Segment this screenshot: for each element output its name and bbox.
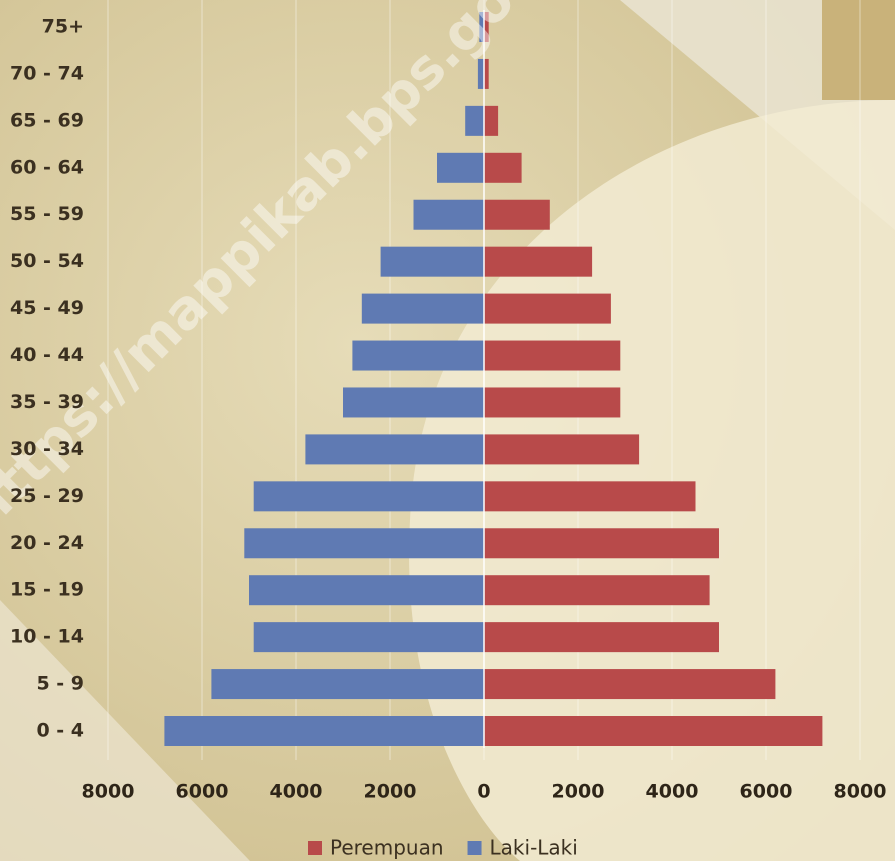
bar (484, 200, 550, 230)
x-tick-label: 0 (477, 781, 490, 803)
bar (254, 481, 484, 511)
y-tick-label: 60 - 64 (10, 156, 84, 178)
bar (484, 434, 639, 464)
y-tick-label: 15 - 19 (10, 579, 84, 601)
bar (249, 575, 484, 605)
bar (244, 528, 484, 558)
bar (211, 669, 484, 699)
y-tick-label: 75+ (42, 16, 84, 38)
y-tick-label: 50 - 54 (10, 250, 84, 272)
bar (484, 528, 719, 558)
bar (381, 247, 484, 277)
x-tick-label: 6000 (740, 781, 793, 803)
bar (484, 294, 611, 324)
bar (484, 575, 710, 605)
y-tick-label: 65 - 69 (10, 109, 84, 131)
x-tick-label: 8000 (82, 781, 135, 803)
y-tick-label: 45 - 49 (10, 297, 84, 319)
x-tick-label: 2000 (364, 781, 417, 803)
bar (484, 341, 620, 371)
y-tick-label: 55 - 59 (10, 203, 84, 225)
bar (484, 669, 775, 699)
bar (484, 622, 719, 652)
y-tick-label: 5 - 9 (36, 673, 84, 695)
bar (484, 716, 822, 746)
y-tick-label: 40 - 44 (10, 344, 84, 366)
bar (478, 59, 484, 89)
bar (465, 106, 484, 136)
y-tick-label: 10 - 14 (10, 626, 84, 648)
y-tick-label: 70 - 74 (10, 62, 84, 84)
bar (414, 200, 485, 230)
legend-label: Laki-Laki (490, 836, 578, 860)
y-tick-label: 0 - 4 (36, 720, 84, 742)
legend-swatch (308, 841, 322, 855)
bar (352, 341, 484, 371)
bar (254, 622, 484, 652)
bar (484, 387, 620, 417)
x-tick-label: 2000 (552, 781, 605, 803)
bar (437, 153, 484, 183)
x-tick-label: 8000 (834, 781, 887, 803)
bar (164, 716, 484, 746)
bar (343, 387, 484, 417)
x-tick-label: 6000 (176, 781, 229, 803)
y-tick-label: 30 - 34 (10, 438, 84, 460)
y-tick-label: 25 - 29 (10, 485, 84, 507)
bg-shape (822, 0, 895, 100)
y-tick-label: 20 - 24 (10, 532, 84, 554)
bar (484, 153, 522, 183)
bar (305, 434, 484, 464)
bar (362, 294, 484, 324)
bar (484, 481, 696, 511)
x-tick-label: 4000 (270, 781, 323, 803)
chart: https://mappikab.bps.go.id 8000600040002… (0, 0, 895, 861)
y-tick-label: 35 - 39 (10, 391, 84, 413)
x-tick-label: 4000 (646, 781, 699, 803)
legend-swatch (468, 841, 482, 855)
bar (484, 106, 498, 136)
legend-label: Perempuan (330, 836, 444, 860)
bar (484, 247, 592, 277)
